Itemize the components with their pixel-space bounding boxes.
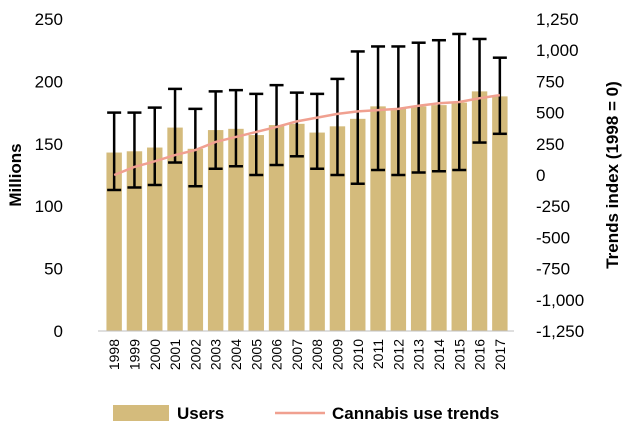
error-bar-2001: [168, 87, 183, 164]
x-tick-label: 2013: [411, 339, 427, 370]
error-bars-group: [107, 32, 507, 192]
x-tick-label: 2016: [472, 339, 488, 370]
y2-tick-label: 750: [536, 72, 564, 91]
y2-tick-label: 250: [536, 135, 564, 154]
bar-2008: [309, 132, 325, 331]
y-tick-label: 100: [35, 197, 63, 216]
x-tick-label: 2009: [329, 339, 345, 370]
x-tick-label: 2008: [309, 339, 325, 370]
error-bar-2012: [391, 45, 406, 177]
x-tick-label: 2012: [390, 339, 406, 370]
bar-2012: [390, 108, 407, 331]
bar-2014: [431, 105, 447, 331]
y-tick-label: 200: [35, 72, 63, 91]
error-bar-2008: [310, 92, 325, 171]
bar-2001: [167, 127, 183, 331]
bar-2017: [492, 96, 508, 331]
bar-2003: [207, 130, 224, 331]
y2-tick-label: -500: [536, 228, 570, 247]
trend-line: [113, 93, 501, 177]
error-bar-2005: [249, 92, 264, 177]
x-tick-label: 1999: [126, 339, 142, 370]
x-tick-label: 1998: [106, 339, 122, 370]
error-bar-2009: [330, 77, 345, 177]
error-bar-1998: [107, 111, 122, 192]
error-bar-2002: [188, 107, 203, 188]
legend: Users Cannabis use trends: [113, 404, 499, 423]
y2-tick-label: 1,000: [536, 41, 579, 60]
right-axis-ticks: -1,250 -1,000 -750 -500 -250 0 250 500 750 1,000 1…: [536, 10, 584, 341]
y2-axis-title: Trends index (1998 = 0): [603, 81, 622, 269]
y-tick-label: 0: [54, 322, 63, 341]
y2-tick-label: 0: [536, 166, 545, 185]
legend-swatch-users: [113, 405, 169, 421]
x-tick-label: 2006: [269, 339, 285, 370]
bars-group: [106, 91, 508, 332]
y-tick-label: 150: [35, 135, 63, 154]
y2-tick-label: -750: [536, 260, 570, 279]
x-tick-label: 2004: [228, 339, 244, 370]
legend-label-users: Users: [177, 404, 224, 423]
error-bar-2006: [269, 83, 284, 167]
bar-2002: [187, 148, 204, 331]
bar-2013: [410, 106, 427, 331]
bar-2005: [248, 135, 264, 331]
y2-tick-label: 500: [536, 104, 564, 123]
error-bar-2007: [289, 91, 304, 158]
x-tick-label: 2000: [147, 339, 163, 370]
y2-tick-label: -1,000: [536, 291, 584, 310]
error-bar-2016: [472, 37, 487, 144]
x-tick-label: 2014: [431, 339, 447, 370]
x-axis-ticks: 1998 1999 2000 2001 2002 2003 2004 2005 2006 2007…: [106, 339, 508, 370]
error-bar-1999: [127, 111, 142, 189]
bar-2006: [268, 125, 285, 331]
bar-1999: [126, 151, 143, 331]
x-tick-label: 2015: [451, 339, 467, 370]
bar-2000: [147, 147, 163, 331]
error-bar-2000: [147, 106, 162, 187]
x-tick-label: 2001: [167, 339, 183, 370]
y-tick-label: 250: [35, 10, 63, 29]
error-bar-2013: [411, 41, 426, 174]
error-bar-2014: [431, 38, 446, 173]
error-bar-2003: [208, 90, 223, 171]
x-tick-label: 2010: [350, 339, 366, 370]
bar-2004: [228, 128, 244, 331]
y-axis-title: Millions: [6, 143, 25, 206]
y2-tick-label: 1,250: [536, 10, 579, 29]
bar-1998: [106, 152, 122, 331]
error-bar-2004: [228, 88, 243, 168]
bar-2015: [451, 102, 467, 332]
bar-2009: [329, 126, 346, 331]
x-tick-label: 2005: [248, 339, 264, 370]
left-axis-ticks: 0 50 100 150 200 250: [35, 10, 63, 341]
y-tick-label: 50: [44, 260, 63, 279]
x-tick-label: 2002: [187, 339, 203, 370]
bar-2011: [370, 106, 386, 331]
bar-2016: [471, 91, 488, 331]
legend-label-trends: Cannabis use trends: [332, 404, 499, 423]
y2-tick-label: -1,250: [536, 322, 584, 341]
x-tick-label: 2003: [208, 339, 224, 370]
y2-tick-label: -250: [536, 197, 570, 216]
x-tick-label: 2017: [492, 339, 508, 370]
bar-2010: [350, 118, 366, 331]
error-bar-2010: [350, 50, 365, 185]
x-tick-label: 2011: [370, 339, 386, 369]
error-bar-2011: [371, 45, 386, 172]
trend-line-group: [113, 93, 501, 177]
bar-2007: [289, 123, 305, 331]
x-tick-label: 2007: [289, 339, 305, 370]
